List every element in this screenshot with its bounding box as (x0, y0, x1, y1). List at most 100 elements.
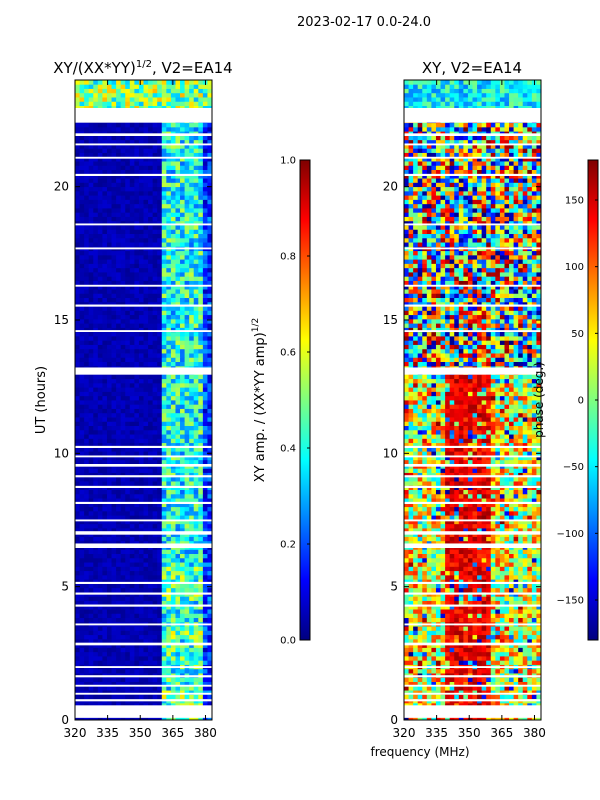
amp-cell (193, 92, 199, 98)
amp-cell (97, 190, 103, 196)
amp-cell (175, 208, 181, 213)
amp-cell (202, 242, 208, 247)
amp-cell (106, 323, 112, 328)
amp-cell (93, 242, 99, 247)
amp-cell (102, 173, 108, 179)
amp-cell (193, 165, 199, 170)
amp-cell (116, 361, 122, 367)
amp-cell (148, 630, 154, 636)
amp-cell (207, 438, 213, 444)
amp-cell (125, 387, 131, 392)
amp-cell (88, 604, 94, 610)
amp-y-tick-label: 10 (54, 446, 69, 460)
amp-cell (75, 613, 80, 618)
amp-cell (202, 476, 208, 482)
amp-cell (111, 562, 117, 567)
amp-cell (166, 429, 172, 435)
amp-cell (175, 173, 181, 179)
amp-cell (79, 459, 85, 465)
amp-cell (138, 660, 144, 665)
amp-cell (175, 242, 181, 247)
amp-cell (175, 148, 181, 153)
amp-cell (111, 566, 117, 572)
amp-cell (189, 122, 195, 128)
amp-cell (129, 173, 135, 179)
amp-cell (88, 638, 94, 644)
amp-cell (138, 301, 144, 307)
amp-cell (143, 284, 149, 290)
phase-cell (435, 694, 441, 700)
amp-cell (148, 656, 154, 661)
amp-cell (189, 425, 195, 431)
amp-cell (184, 502, 190, 508)
amp-cell (189, 617, 195, 623)
amp-cell (138, 353, 144, 358)
amp-cell (84, 208, 90, 213)
amp-cell (148, 583, 154, 589)
amp-cell (175, 212, 181, 217)
amp-cell (102, 186, 108, 192)
amp-cell (138, 400, 144, 405)
amp-cell (138, 327, 144, 333)
amp-cell (75, 404, 80, 409)
amp-cell (125, 438, 131, 444)
amp-cell (111, 186, 117, 192)
amp-cell (138, 272, 144, 277)
amp-cell (111, 536, 117, 542)
amp-cell (79, 156, 85, 162)
amp-cell (161, 216, 167, 222)
amp-cell (193, 173, 199, 179)
amp-cell (157, 459, 163, 465)
amp-cell (193, 455, 199, 461)
amp-cell (161, 604, 167, 610)
amp-cell (198, 229, 204, 234)
amp-cell (84, 267, 90, 273)
amp-cell (97, 353, 103, 358)
amp-cell (175, 502, 181, 508)
amp-cell (207, 472, 213, 478)
amp-cell (189, 570, 195, 576)
amp-cell (97, 336, 103, 341)
amp-cell (84, 284, 90, 290)
amp-cell (202, 387, 208, 392)
amp-cell (75, 216, 80, 222)
amp-cell (207, 173, 213, 179)
amp-cell (102, 254, 108, 260)
amp-cell (157, 267, 163, 273)
amp-cell (111, 182, 117, 188)
amp-cell (75, 276, 80, 281)
amp-cell (198, 387, 204, 392)
phase-cell (426, 715, 432, 721)
amp-cell (75, 400, 80, 405)
amp-cell (138, 212, 144, 217)
amp-cell (116, 80, 122, 85)
phase-cell (522, 694, 528, 700)
amp-cell (125, 536, 131, 542)
amp-cell (116, 425, 122, 431)
amp-cell (193, 587, 199, 593)
amp-cell (184, 186, 190, 192)
amp-cell (93, 553, 99, 559)
amp-cell (143, 604, 149, 610)
amp-cell (97, 263, 103, 269)
amp-cell (189, 327, 195, 333)
amp-cell (120, 340, 126, 345)
amp-cell (157, 579, 163, 584)
amp-cell (111, 272, 117, 277)
amp-cell (125, 638, 131, 644)
amp-cell (125, 553, 131, 559)
amp-cell (120, 178, 126, 183)
amp-cell (170, 229, 176, 234)
amp-cell (184, 489, 190, 495)
amp-cell (129, 643, 135, 648)
amp-cell (116, 489, 122, 495)
amp-cell (111, 617, 117, 623)
amp-cell (207, 357, 213, 362)
amp-cell (161, 609, 167, 614)
amp-cell (193, 609, 199, 614)
amp-cell (175, 412, 181, 418)
amp-cell (75, 681, 80, 687)
amp-cell (120, 408, 126, 414)
amp-cell (207, 668, 213, 674)
amp-cell (129, 587, 135, 593)
